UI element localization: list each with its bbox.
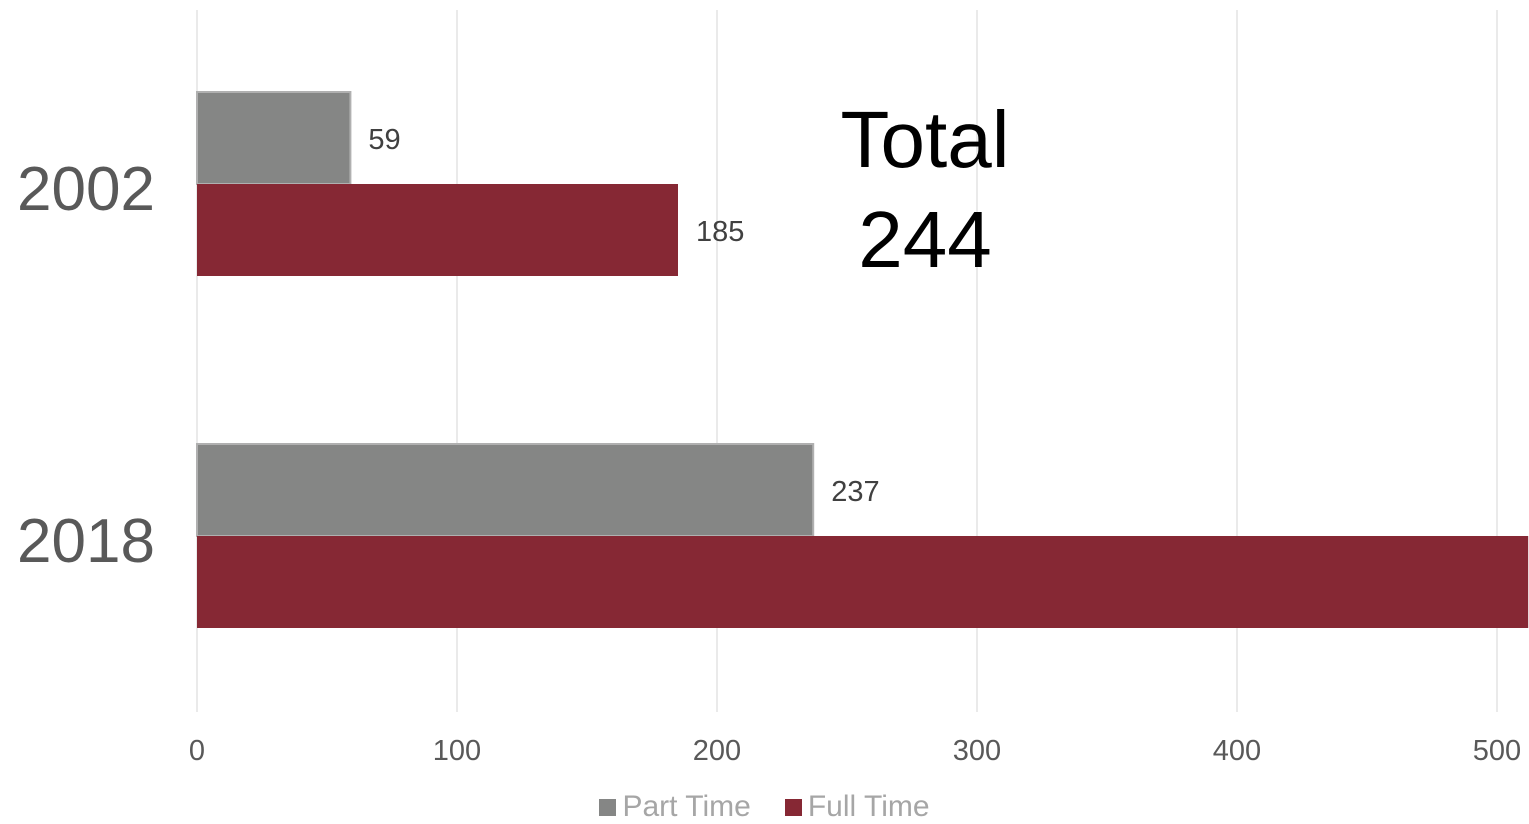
x-tick-label-100: 100: [433, 735, 481, 767]
data-label-part-time-2002: 59: [368, 124, 400, 156]
legend: Part Time Full Time: [0, 790, 1529, 824]
total-annotation-value: 244: [858, 195, 992, 284]
data-labels: 59 185 237: [368, 124, 879, 508]
x-tick-label-500: 500: [1473, 735, 1521, 767]
data-label-full-time-2002: 185: [696, 216, 744, 248]
data-label-part-time-2018: 237: [831, 476, 879, 508]
x-tick-label-400: 400: [1213, 735, 1261, 767]
x-axis-tick-labels: 0 100 200 300 400 500: [189, 735, 1521, 767]
legend-label-part-time: Part Time: [622, 790, 751, 823]
legend-item-full-time: Full Time: [784, 790, 930, 824]
total-annotation: Total 244: [780, 90, 1070, 290]
x-tick-label-200: 200: [693, 735, 741, 767]
legend-swatch-part-time: [599, 798, 617, 816]
category-label-2018: 2018: [17, 507, 155, 576]
legend-label-full-time: Full Time: [807, 790, 930, 823]
category-label-2002: 2002: [17, 155, 155, 224]
bars: [196, 91, 1529, 628]
bar-full-time-2018: [197, 536, 1529, 628]
legend-swatch-full-time: [784, 798, 802, 816]
bar-part-time-2018: [196, 443, 815, 537]
bar-full-time-2002: [197, 184, 678, 276]
x-tick-label-300: 300: [953, 735, 1001, 767]
legend-item-part-time: Part Time: [599, 790, 751, 824]
total-annotation-label: Total: [840, 95, 1010, 184]
category-labels: 2002 2018: [17, 155, 155, 576]
x-tick-label-0: 0: [189, 735, 205, 767]
bar-part-time-2002: [196, 91, 352, 185]
